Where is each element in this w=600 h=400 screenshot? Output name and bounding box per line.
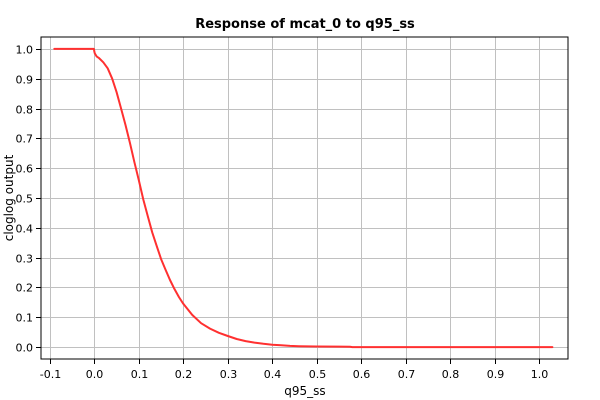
x-axis-label: q95_ss xyxy=(284,384,325,398)
x-tick-label: 0.2 xyxy=(175,368,193,381)
y-tick-label: 0.2 xyxy=(16,282,34,295)
y-axis-label: cloglog output xyxy=(2,154,16,241)
y-tick-label: 0.1 xyxy=(16,312,34,325)
series-layer xyxy=(53,47,554,349)
x-tick-label: 0.3 xyxy=(220,368,238,381)
y-tick-label: 0.0 xyxy=(16,342,34,355)
y-tick-label: 0.4 xyxy=(16,223,34,236)
grid xyxy=(41,37,568,359)
axis-ticks: -0.1 0.0 0.1 0.2 0.3 0.4 0.5 0.6 0.7 0.8 0.9 1.0 0.0… xyxy=(16,44,549,382)
y-tick-label: 0.3 xyxy=(16,253,34,266)
x-tick-label: 0.4 xyxy=(264,368,282,381)
x-tick-label: 0.6 xyxy=(353,368,371,381)
y-tick-label: 0.5 xyxy=(16,193,34,206)
y-tick-label: 0.9 xyxy=(16,74,34,87)
x-tick-label: 0.8 xyxy=(442,368,460,381)
y-tick-label: 0.7 xyxy=(16,133,34,146)
x-tick-label: 0.0 xyxy=(86,368,104,381)
x-tick-label: 0.9 xyxy=(487,368,505,381)
y-tick-label: 1.0 xyxy=(16,44,34,57)
response-curve-line xyxy=(53,47,554,349)
y-tick-label: 0.6 xyxy=(16,163,34,176)
y-tick-label: 0.8 xyxy=(16,104,34,117)
x-tick-label: 0.7 xyxy=(398,368,416,381)
x-tick-label: 1.0 xyxy=(531,368,549,381)
chart-title: Response of mcat_0 to q95_ss xyxy=(195,17,415,32)
x-tick-label: 0.1 xyxy=(131,368,149,381)
x-tick-label: 0.5 xyxy=(309,368,327,381)
x-tick-label: -0.1 xyxy=(40,368,61,381)
